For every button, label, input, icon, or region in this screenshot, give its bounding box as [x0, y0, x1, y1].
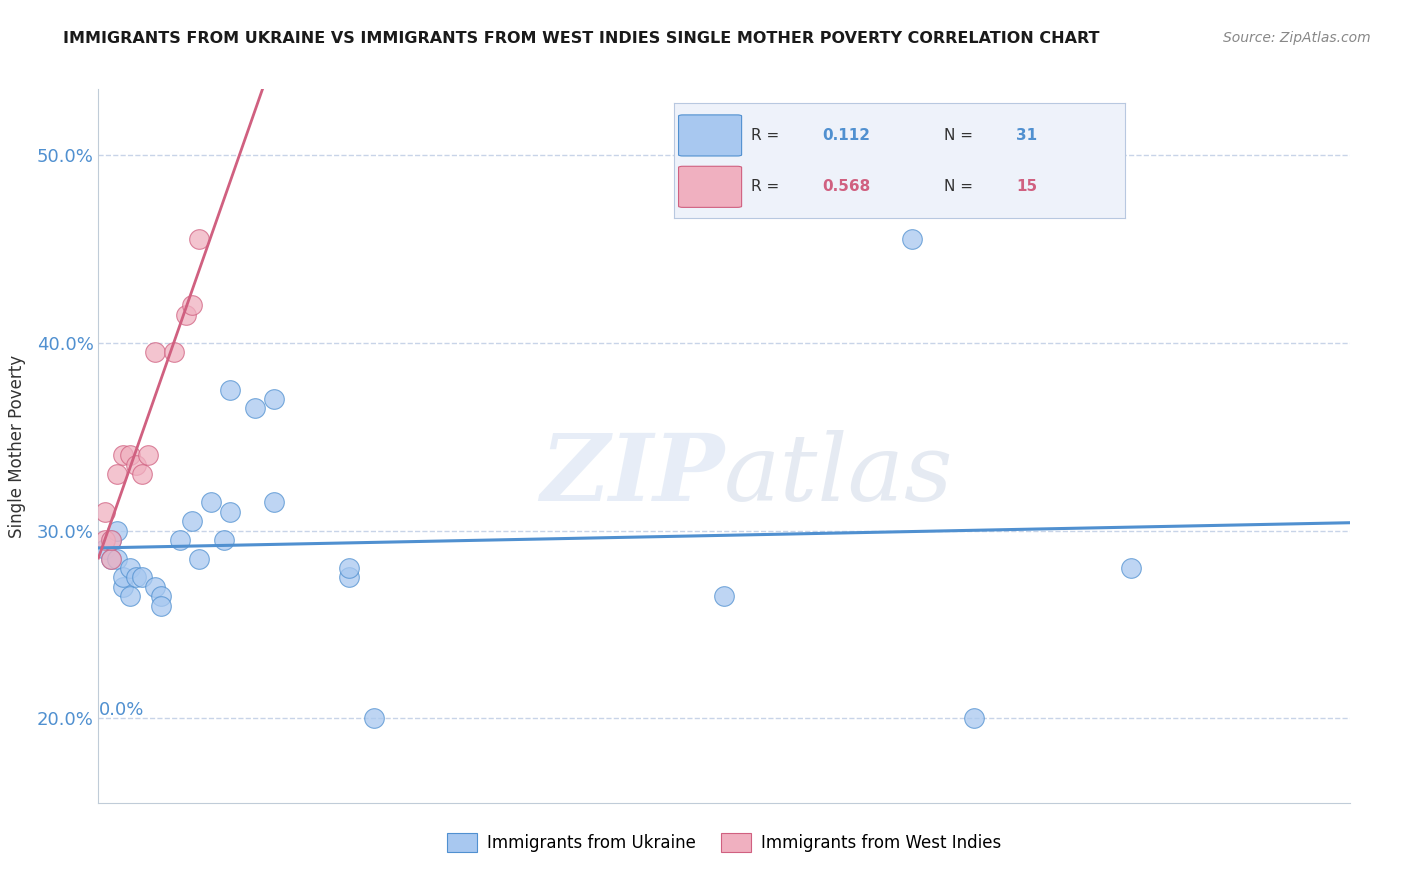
Point — [181, 298, 204, 312]
Point — [143, 345, 166, 359]
Point — [169, 533, 191, 547]
Text: IMMIGRANTS FROM UKRAINE VS IMMIGRANTS FROM WEST INDIES SINGLE MOTHER POVERTY COR: IMMIGRANTS FROM UKRAINE VS IMMIGRANTS FR… — [63, 31, 1099, 46]
Point — [118, 589, 141, 603]
Point — [138, 449, 160, 463]
Point — [143, 580, 166, 594]
Point — [100, 533, 122, 547]
Point — [93, 542, 115, 557]
Point — [118, 561, 141, 575]
Point — [187, 232, 209, 246]
Point — [100, 551, 122, 566]
Point — [363, 711, 385, 725]
Point — [150, 599, 173, 613]
Point — [212, 533, 235, 547]
Point — [100, 533, 122, 547]
Point — [112, 449, 135, 463]
Point — [131, 570, 153, 584]
Point — [112, 580, 135, 594]
Point — [1119, 561, 1142, 575]
Point — [162, 345, 184, 359]
Point — [105, 524, 128, 538]
Text: 0.0%: 0.0% — [98, 701, 143, 719]
Text: ZIP: ZIP — [540, 430, 724, 519]
Point — [105, 467, 128, 482]
Point — [93, 533, 115, 547]
Point — [105, 551, 128, 566]
Point — [337, 570, 360, 584]
Point — [963, 711, 986, 725]
Point — [218, 505, 240, 519]
Text: Source: ZipAtlas.com: Source: ZipAtlas.com — [1223, 31, 1371, 45]
Point — [131, 467, 153, 482]
Point — [125, 458, 148, 472]
Point — [218, 383, 240, 397]
Point — [150, 589, 173, 603]
Point — [93, 505, 115, 519]
Point — [713, 589, 735, 603]
Legend: Immigrants from Ukraine, Immigrants from West Indies: Immigrants from Ukraine, Immigrants from… — [440, 826, 1008, 859]
Point — [263, 495, 285, 509]
Y-axis label: Single Mother Poverty: Single Mother Poverty — [7, 354, 25, 538]
Point — [174, 308, 197, 322]
Point — [263, 392, 285, 406]
Point — [100, 551, 122, 566]
Point — [118, 449, 141, 463]
Point — [125, 570, 148, 584]
Text: atlas: atlas — [724, 430, 953, 519]
Point — [900, 232, 922, 246]
Point — [243, 401, 266, 416]
Point — [337, 561, 360, 575]
Point — [200, 495, 222, 509]
Point — [112, 570, 135, 584]
Point — [187, 551, 209, 566]
Point — [181, 514, 204, 528]
